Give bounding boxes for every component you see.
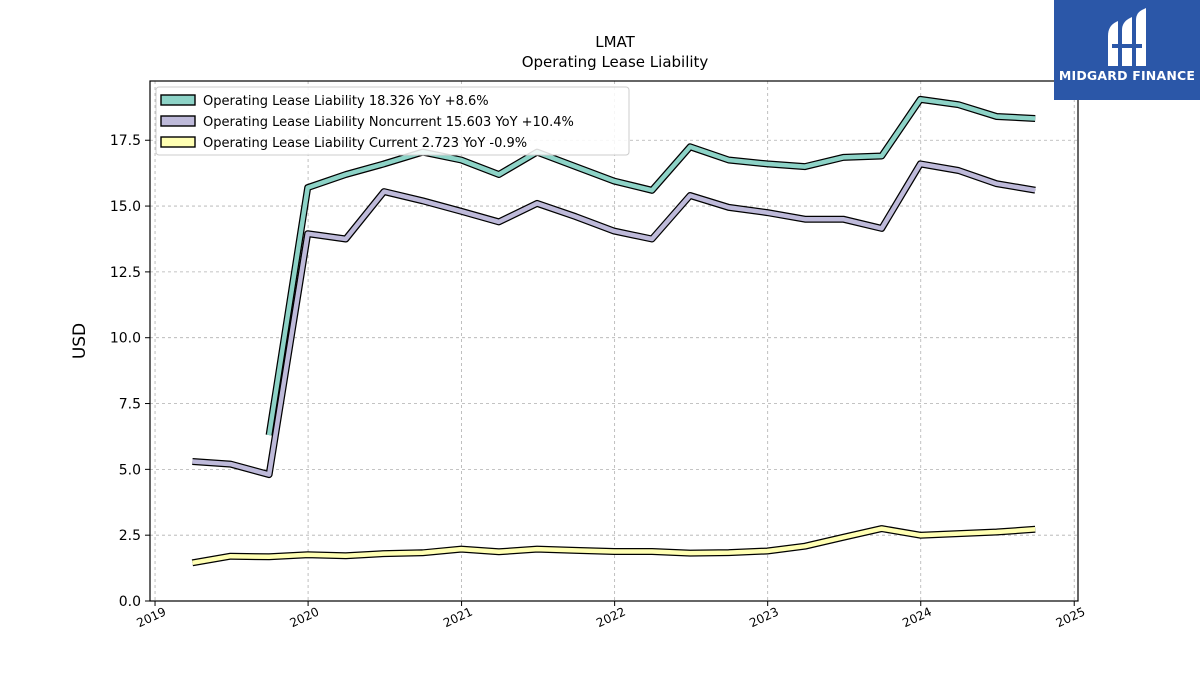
chart-title: LMAT [595, 33, 635, 51]
series-1 [192, 160, 1036, 479]
series-layer [191, 95, 1036, 567]
midgard-logo-icon [1108, 8, 1146, 66]
y-tick-label: 10.0 [110, 331, 141, 347]
y-tick-label: 2.5 [119, 528, 141, 544]
legend-box [155, 86, 630, 156]
x-tick-label: 2024 [900, 605, 934, 631]
legend-label: Operating Lease Liability Noncurrent 15.… [203, 115, 574, 130]
legend-swatch [160, 136, 196, 148]
y-tick-label: 17.5 [110, 133, 141, 149]
chart-subtitle: Operating Lease Liability [522, 53, 709, 71]
y-axis-label: USD [70, 323, 90, 359]
y-tick-label: 7.5 [119, 397, 141, 413]
series-0 [265, 95, 1036, 436]
series-line [192, 526, 1036, 566]
series-line-outline [192, 160, 1036, 479]
plot-frame [149, 80, 1079, 602]
logo-text: MIDGARD FINANCE [1058, 68, 1196, 83]
x-tick-label: 2021 [441, 605, 475, 631]
x-tick-label: 2020 [288, 605, 322, 631]
legend-label: Operating Lease Liability Current 2.723 … [203, 136, 527, 151]
x-tick-label: 2022 [594, 605, 628, 631]
series-line [266, 97, 1036, 436]
y-tick-label: 0.0 [119, 594, 141, 610]
y-tick-label: 12.5 [110, 265, 141, 281]
y-tick-label: 15.0 [110, 199, 141, 215]
legend-label: Operating Lease Liability 18.326 YoY +8.… [203, 94, 489, 109]
x-tick-label: 2025 [1054, 605, 1088, 631]
y-tick-label: 5.0 [119, 462, 141, 478]
legend-swatch [160, 94, 196, 106]
series-line [192, 161, 1036, 477]
legend: Operating Lease Liability 18.326 YoY +8.… [155, 86, 630, 156]
midgard-finance-logo: MIDGARD FINANCE [1054, 0, 1200, 100]
series-2 [191, 525, 1036, 567]
x-tick-label: 2023 [747, 605, 781, 631]
legend-swatch [160, 115, 196, 127]
